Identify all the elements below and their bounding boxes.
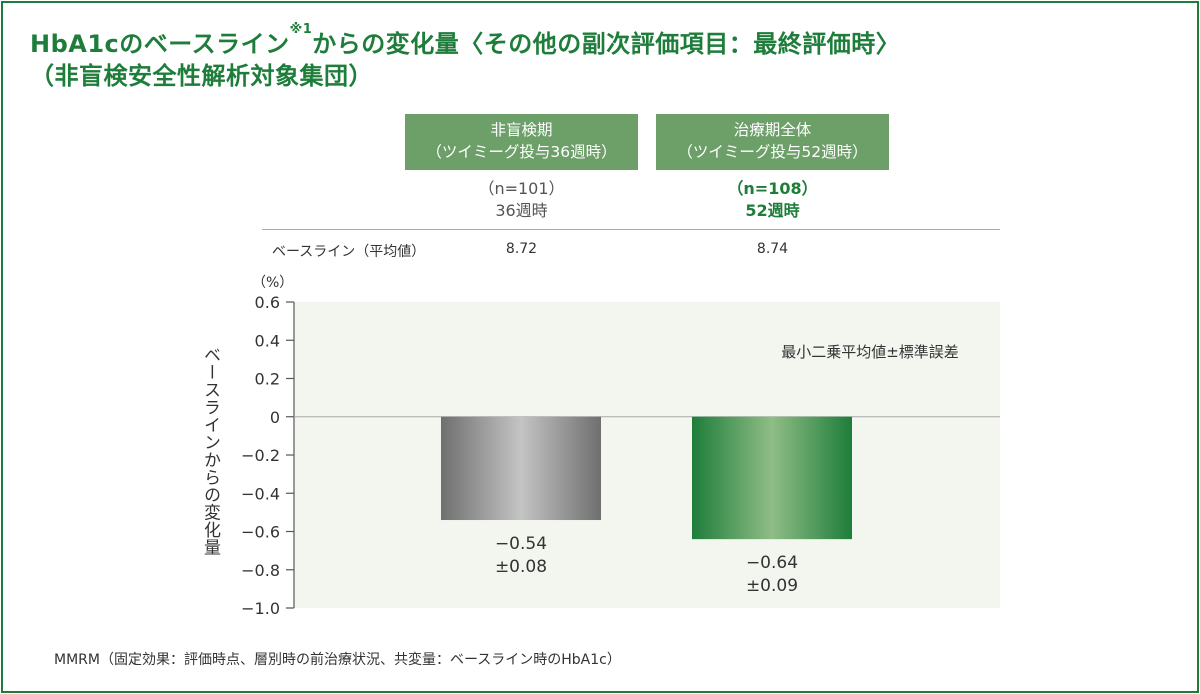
footnote: MMRM（固定効果：評価時点、層別時の前治療状況、共変量：ベースライン時のHbA… bbox=[54, 652, 621, 668]
y-tick-label: 0.6 bbox=[255, 293, 280, 312]
group-time: 52週時 bbox=[745, 201, 800, 220]
baseline-label: ベースライン（平均値） bbox=[272, 244, 426, 260]
baseline-separator bbox=[262, 229, 1000, 230]
y-tick-label: −1.0 bbox=[241, 599, 280, 618]
y-tick-label: 0.2 bbox=[255, 370, 280, 389]
group-n: （n=108） bbox=[727, 179, 818, 198]
group-header-overall: 治療期全体 （ツイミーグ投与52週時） bbox=[656, 114, 889, 170]
title-footnote-mark: ※1 bbox=[289, 22, 313, 37]
bar-error-label: ±0.09 bbox=[746, 576, 798, 596]
chart-title: HbA1cのベースライン※1からの変化量〈その他の副次評価項目：最終評価時〉 bbox=[30, 22, 901, 59]
group-header-open-label: 非盲検期 （ツイミーグ投与36週時） bbox=[405, 114, 638, 170]
bar-error-label: ±0.08 bbox=[495, 557, 547, 577]
baseline-value-open-label: 8.72 bbox=[505, 241, 538, 257]
baseline-value-overall: 8.74 bbox=[756, 241, 789, 257]
y-axis-unit: （%） bbox=[252, 275, 294, 291]
group-n: （n=101） bbox=[478, 179, 565, 198]
y-tick-label: −0.4 bbox=[241, 484, 280, 503]
title-rest: からの変化量〈その他の副次評価項目：最終評価時〉 bbox=[312, 30, 901, 58]
group-time: 36週時 bbox=[495, 201, 548, 220]
bar bbox=[441, 416, 601, 521]
group-header-line1: 治療期全体 bbox=[733, 121, 812, 139]
group-n-overall: （n=108） 52週時 bbox=[656, 178, 889, 222]
group-header-line1: 非盲検期 bbox=[490, 121, 553, 139]
y-tick-label: −0.6 bbox=[241, 523, 280, 542]
y-tick-label: 0.4 bbox=[255, 331, 280, 350]
y-axis-label: ベースラインからの変化量 bbox=[200, 346, 220, 556]
chart-subtitle: （非盲検安全性解析対象集団） bbox=[30, 62, 373, 90]
y-tick-label: 0 bbox=[270, 408, 280, 427]
bar-value-label: −0.64 bbox=[746, 553, 798, 573]
group-header-line2: （ツイミーグ投与36週時） bbox=[426, 143, 617, 161]
y-tick-label: −0.2 bbox=[241, 446, 280, 465]
legend-label: 最小二乗平均値±標準誤差 bbox=[781, 343, 959, 361]
title-main: HbA1cのベースライン bbox=[30, 30, 290, 58]
group-n-open-label: （n=101） 36週時 bbox=[405, 178, 638, 222]
y-tick-label: −0.8 bbox=[241, 561, 280, 580]
group-header-line2: （ツイミーグ投与52週時） bbox=[677, 143, 868, 161]
bar bbox=[692, 416, 852, 540]
plot-area bbox=[295, 302, 1000, 608]
bar-value-label: −0.54 bbox=[495, 534, 547, 554]
